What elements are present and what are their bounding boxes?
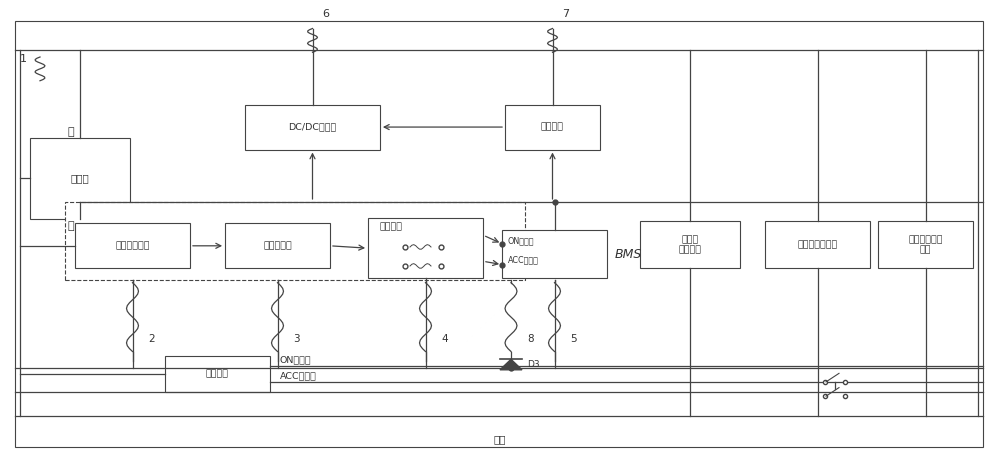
Text: 照明灯等常电
设备: 照明灯等常电 设备 bbox=[908, 235, 943, 254]
Bar bbox=[505, 104, 600, 150]
Bar bbox=[245, 104, 380, 150]
Text: DC/DC转换器: DC/DC转换器 bbox=[288, 123, 337, 132]
Text: 常电: 常电 bbox=[494, 434, 506, 445]
Bar bbox=[225, 223, 330, 268]
Text: ACC信号端: ACC信号端 bbox=[508, 256, 539, 265]
Text: 单片机系统: 单片机系统 bbox=[263, 241, 292, 250]
Bar bbox=[878, 221, 973, 268]
Bar bbox=[502, 230, 607, 278]
Bar bbox=[368, 218, 483, 278]
Bar bbox=[640, 221, 740, 268]
Text: ＋: ＋ bbox=[68, 221, 75, 231]
Text: 4: 4 bbox=[442, 334, 448, 344]
Text: 8: 8 bbox=[527, 334, 534, 344]
Text: 蓄电池: 蓄电池 bbox=[71, 173, 89, 183]
Bar bbox=[65, 202, 525, 280]
Text: 5: 5 bbox=[570, 334, 577, 344]
Text: 仪表等
用电设备: 仪表等 用电设备 bbox=[679, 235, 702, 254]
Text: ACC档信号: ACC档信号 bbox=[280, 371, 317, 380]
Bar bbox=[765, 221, 870, 268]
Bar bbox=[165, 356, 270, 392]
Text: 1: 1 bbox=[20, 54, 27, 64]
Text: D3: D3 bbox=[527, 360, 540, 369]
Text: ON信号端: ON信号端 bbox=[508, 237, 534, 246]
Text: 开关电路: 开关电路 bbox=[380, 222, 403, 231]
Bar bbox=[75, 223, 190, 268]
Text: 3: 3 bbox=[294, 334, 300, 344]
Text: －: － bbox=[68, 127, 75, 137]
Text: 收音机等多媒体: 收音机等多媒体 bbox=[797, 240, 838, 249]
Text: 2: 2 bbox=[149, 334, 155, 344]
Bar bbox=[30, 138, 130, 218]
Text: 点火开关: 点火开关 bbox=[206, 370, 229, 379]
Text: BMS: BMS bbox=[615, 247, 642, 261]
Text: 6: 6 bbox=[322, 9, 330, 19]
Bar bbox=[15, 21, 983, 446]
Text: 7: 7 bbox=[562, 9, 570, 19]
Text: 动力电池: 动力电池 bbox=[541, 123, 564, 132]
Text: 电压采集电路: 电压采集电路 bbox=[115, 241, 150, 250]
Polygon shape bbox=[500, 359, 522, 370]
Text: ON档信号: ON档信号 bbox=[280, 355, 312, 364]
